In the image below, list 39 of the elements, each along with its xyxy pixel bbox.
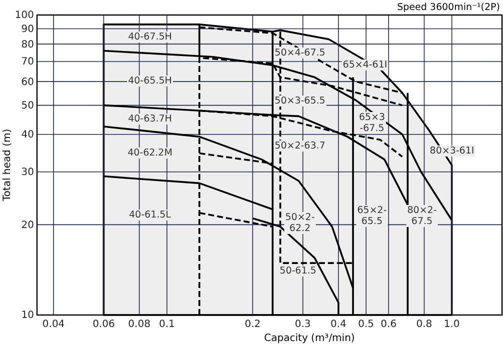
annotation: 40-65.5H — [128, 76, 172, 86]
x-tick-label: 0.2 — [244, 319, 261, 330]
x-axis-title: Capacity (m³/min) — [264, 333, 355, 344]
y-tick-label: 50 — [21, 100, 34, 112]
y-tick-label: 70 — [21, 56, 34, 68]
annotation: 80×2- 67.5 — [407, 205, 437, 227]
annotation: 50×3-65.5 — [274, 96, 326, 106]
x-tick-label: 1.0 — [444, 319, 460, 330]
y-tick-label: 90 — [21, 24, 34, 35]
x-tick-label: 0.06 — [92, 319, 115, 330]
annotation: 80×3-61I — [430, 146, 474, 156]
y-tick-label: 40 — [21, 130, 34, 141]
annotation: 50-61.5 — [280, 266, 316, 276]
annotation: 65×2- 65.5 — [357, 205, 387, 227]
annotation: 65×3 -67.5 — [358, 112, 386, 134]
x-tick-label: 0.1 — [158, 319, 175, 330]
chart-title: Speed 3600min⁻¹(2P) — [397, 2, 500, 13]
annotation: 40-63.7H — [128, 114, 172, 124]
x-tick-label: 0.6 — [380, 319, 397, 330]
y-tick-label: 30 — [21, 167, 34, 178]
annotation: 40-67.5H — [128, 32, 172, 42]
annotation: 65×4-61I — [342, 60, 388, 70]
x-tick-label: 0.08 — [128, 319, 150, 330]
x-tick-label: 0.04 — [42, 319, 65, 330]
annotation: 40-62.2M — [128, 148, 172, 158]
x-tick-label: 0.3 — [294, 319, 311, 330]
annotation: 50×2- 62.2 — [285, 212, 315, 234]
annotation: 50×2-63.7 — [274, 140, 326, 152]
annotation: 40-61.5L — [129, 210, 172, 220]
y-tick-label: 80 — [21, 39, 34, 50]
y-tick-label: 100 — [14, 10, 34, 22]
annotation: 50×4-67.5 — [274, 48, 326, 58]
x-tick-label: 0.8 — [416, 319, 432, 330]
y-tick-label: 60 — [21, 76, 34, 88]
y-tick-label: 20 — [21, 220, 34, 231]
y-axis-title: Total head (m) — [2, 128, 13, 202]
x-tick-label: 0.4 — [330, 319, 346, 330]
y-tick-label: 10 — [21, 310, 34, 322]
x-tick-label: 0.5 — [358, 319, 374, 330]
